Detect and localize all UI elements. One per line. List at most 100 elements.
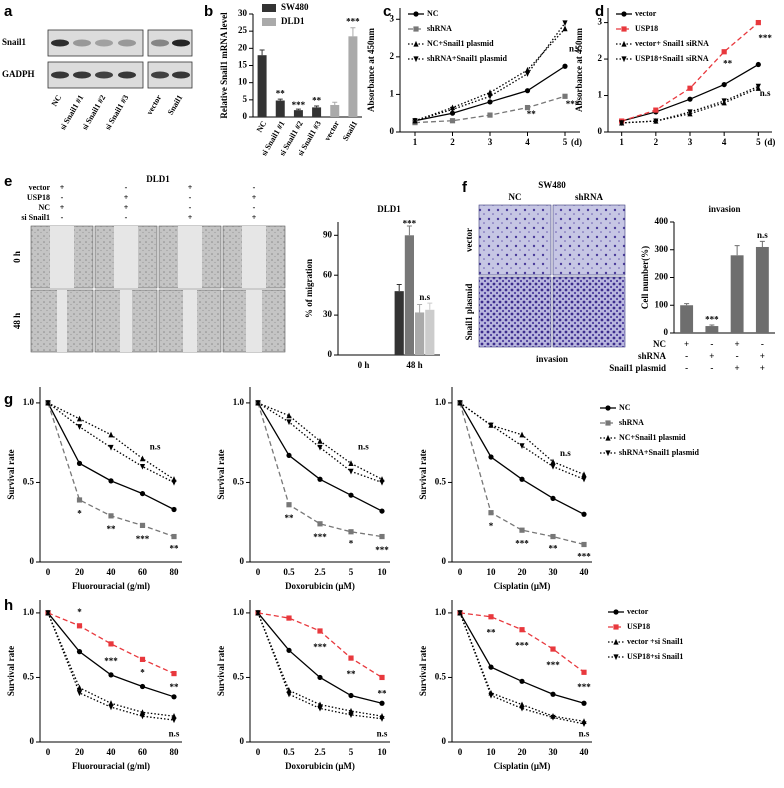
wound-gap [114,226,138,288]
annotation: *** [566,99,580,109]
error-bar [427,302,433,310]
x-axis-label: Doxorubicin (μM) [285,581,355,591]
marker [562,93,568,99]
x-axis-label: Fluorouracial (g/ml) [72,761,150,771]
bar [275,100,285,117]
y-axis-label: Absorbance at 450nm [574,28,584,113]
blot-lane-label: si Snail1 #3 [103,93,130,131]
marker [755,61,761,68]
marker [139,455,146,462]
marker [317,476,323,482]
y-tick-label: 30 [238,8,248,18]
marker [76,623,83,629]
y-tick-label: 1.0 [233,397,245,407]
y-axis-label: Cell number(%) [640,246,650,309]
marker [613,609,619,615]
annotation: *** [515,539,529,549]
marker [721,81,727,88]
x-tick-label: 0 [256,567,261,577]
marker [255,610,261,617]
marker [613,624,619,630]
marker [488,692,494,699]
x-tick-label: Snail1 [341,119,359,142]
blot-lane-label: Snail1 [166,93,184,116]
marker [139,683,146,690]
line [621,85,759,124]
invasion-title: SW480 [538,180,566,190]
marker [519,701,525,708]
marker [550,714,556,721]
y-tick-label: 0.5 [23,477,35,487]
condition-label: Snail1 plasmid [609,363,666,373]
marker [139,522,146,529]
marker [108,444,114,451]
x-tick-label: 0 [46,567,51,577]
line [47,612,175,675]
marker [550,458,556,465]
line [459,402,585,480]
y-tick-label: 90 [323,229,333,239]
annotation: *** [515,641,529,651]
line [47,612,175,721]
marker [76,690,83,697]
condition-label: NC [38,203,50,212]
x-tick-label: 40 [107,567,117,577]
marker [286,419,292,426]
x-tick-label: 20 [518,567,528,577]
marker [413,11,419,17]
condition-mark: - [685,351,688,361]
x-tick-label: 4 [525,137,530,147]
legend-label: USP18+si Snail1 [627,652,683,661]
legend-label: USP18+Snail1 siRNA [635,54,709,63]
annotation: *** [292,100,306,110]
blot-band [151,39,169,47]
marker [581,541,587,548]
marker [613,638,619,645]
marker [519,705,525,712]
marker [581,700,587,706]
panel-letter: b [204,3,213,20]
marker [488,614,494,620]
annotation: * [140,668,145,678]
marker [171,479,177,486]
error-bar [350,27,356,37]
legend-label: DLD1 [281,16,305,26]
marker [348,529,354,535]
marker [487,93,493,100]
legend-label: vector [635,9,657,18]
marker [286,647,292,653]
marker [286,452,292,459]
y-tick-label: 25 [238,25,248,35]
annotation: *** [577,551,591,561]
blot-band [172,71,190,79]
condition-label: vector [29,183,51,192]
annotation: ** [549,543,559,553]
wound-gap [120,290,132,352]
annotation: n.s [169,728,180,738]
x-tick-label: 48 h [406,360,422,370]
condition-mark: - [125,183,128,192]
y-tick-label: 0 [30,736,35,746]
marker [171,717,177,724]
condition-mark: - [685,363,688,373]
marker [413,40,419,47]
x-tick-label: 0 [458,567,463,577]
x-tick-label: 10 [378,567,388,577]
annotation: ** [347,669,357,679]
marker [255,400,261,407]
marker [379,479,385,486]
x-tick-label: 40 [107,747,117,757]
condition-mark: - [253,183,256,192]
marker [687,96,693,102]
y-tick-label: 0.5 [435,672,447,682]
marker [519,476,525,482]
x-tick-label: 0 [256,747,261,757]
marker [488,510,494,516]
legend-label: shRNA+Snail1 plasmid [427,54,507,63]
panel-letter: f [462,179,468,196]
line [459,612,585,725]
migration-title: DLD1 [146,174,170,184]
x-axis-label: Cisplatin (μM) [494,581,551,591]
y-tick-label: 10 [238,77,248,87]
